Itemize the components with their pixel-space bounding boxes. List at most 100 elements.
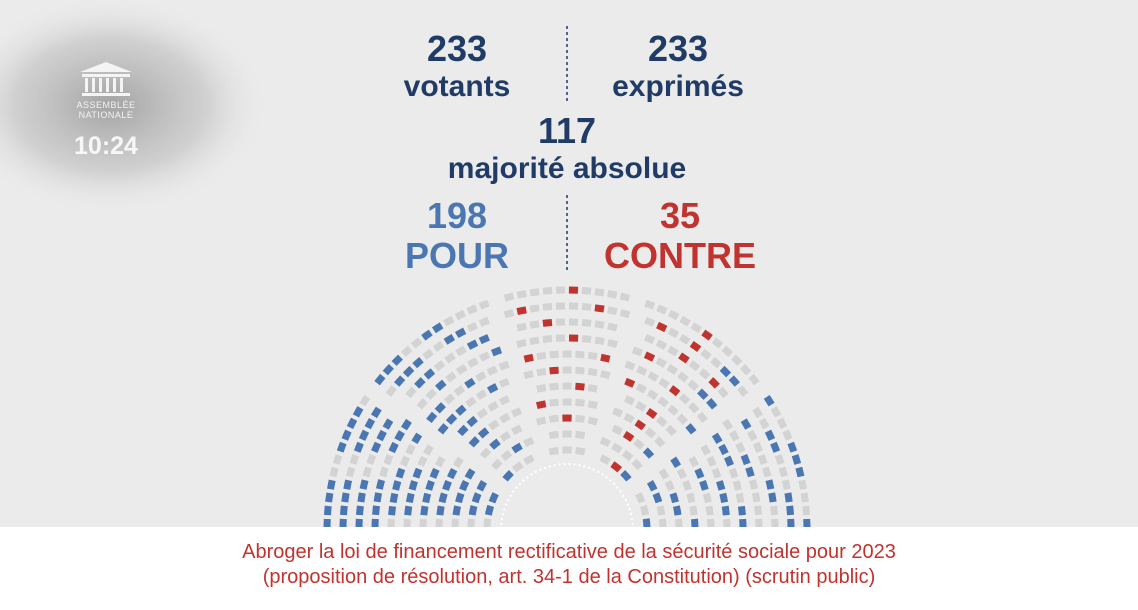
seat bbox=[669, 492, 679, 504]
seat bbox=[516, 290, 527, 299]
seat bbox=[400, 345, 413, 357]
seat bbox=[468, 505, 478, 516]
seat bbox=[475, 389, 488, 401]
seat bbox=[516, 322, 527, 332]
seat bbox=[343, 479, 353, 490]
seat bbox=[329, 466, 339, 478]
seat bbox=[666, 364, 679, 375]
tribune bbox=[500, 463, 634, 531]
seat bbox=[529, 304, 540, 313]
seat bbox=[412, 467, 423, 479]
seat bbox=[656, 415, 668, 428]
seat bbox=[587, 416, 599, 426]
seat bbox=[575, 366, 585, 375]
seat bbox=[623, 395, 636, 406]
seat bbox=[529, 288, 540, 297]
seat bbox=[324, 505, 332, 516]
seat bbox=[542, 319, 553, 327]
seat bbox=[405, 492, 415, 504]
seat bbox=[434, 456, 446, 468]
seat bbox=[643, 351, 656, 362]
seat bbox=[770, 406, 782, 418]
seat bbox=[607, 322, 618, 332]
seat bbox=[426, 411, 438, 424]
seat bbox=[422, 492, 432, 504]
seat bbox=[372, 505, 380, 516]
seat bbox=[770, 505, 778, 516]
seat bbox=[787, 441, 798, 453]
seat bbox=[636, 365, 648, 376]
seat bbox=[711, 467, 722, 479]
seat bbox=[711, 337, 724, 349]
seat bbox=[511, 461, 524, 473]
seat bbox=[499, 431, 512, 442]
seat bbox=[633, 438, 645, 450]
exprimes-value: 233 bbox=[648, 28, 708, 69]
seat bbox=[536, 367, 547, 377]
seat bbox=[778, 466, 788, 478]
seat bbox=[483, 518, 492, 529]
seat bbox=[383, 453, 394, 466]
seat bbox=[353, 441, 364, 453]
votants-value: 233 bbox=[427, 28, 487, 69]
seat bbox=[452, 456, 464, 468]
seat bbox=[346, 417, 358, 430]
seat bbox=[476, 480, 488, 492]
seat bbox=[751, 492, 761, 503]
seat bbox=[735, 492, 745, 504]
seat bbox=[466, 304, 478, 315]
seat bbox=[443, 333, 456, 345]
seat bbox=[678, 393, 691, 405]
seat bbox=[620, 469, 632, 482]
seat bbox=[332, 454, 343, 465]
seat bbox=[575, 430, 586, 440]
seat bbox=[464, 377, 476, 389]
seat bbox=[623, 412, 635, 424]
seat bbox=[621, 449, 634, 462]
seat bbox=[619, 292, 631, 302]
seat bbox=[438, 492, 448, 504]
seat bbox=[599, 436, 611, 448]
seat bbox=[737, 385, 749, 397]
seat bbox=[453, 385, 466, 397]
seat bbox=[376, 429, 387, 442]
seat bbox=[468, 436, 480, 448]
seat bbox=[624, 377, 636, 388]
seat bbox=[607, 338, 618, 348]
seat bbox=[443, 393, 456, 405]
seat bbox=[436, 505, 445, 516]
seat bbox=[359, 479, 369, 490]
seat bbox=[728, 375, 740, 387]
seat bbox=[612, 407, 624, 418]
seat bbox=[455, 364, 468, 375]
seat bbox=[429, 467, 440, 479]
seat bbox=[610, 461, 623, 473]
seat bbox=[786, 505, 794, 516]
seat bbox=[694, 467, 705, 479]
seat bbox=[754, 505, 762, 516]
seat bbox=[432, 341, 445, 353]
seat bbox=[425, 388, 437, 400]
seat bbox=[466, 321, 478, 333]
seat bbox=[425, 480, 435, 491]
seat bbox=[581, 303, 592, 311]
seat bbox=[502, 469, 514, 482]
seat bbox=[503, 292, 515, 302]
seat bbox=[346, 466, 356, 478]
seat bbox=[749, 479, 759, 490]
seat bbox=[511, 424, 523, 436]
seat bbox=[454, 309, 467, 321]
seat bbox=[690, 322, 703, 334]
seat bbox=[758, 417, 770, 430]
seat bbox=[431, 322, 444, 334]
seat bbox=[635, 492, 646, 504]
seat bbox=[656, 321, 668, 333]
seat bbox=[516, 306, 527, 316]
seat bbox=[405, 443, 416, 456]
seat bbox=[774, 454, 785, 465]
seat bbox=[488, 419, 500, 431]
seat bbox=[599, 454, 611, 466]
seat bbox=[752, 406, 764, 419]
seat bbox=[624, 360, 636, 371]
seat bbox=[607, 306, 618, 316]
